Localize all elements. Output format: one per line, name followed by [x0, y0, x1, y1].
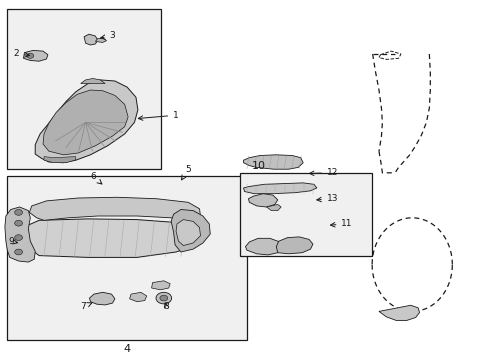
- Polygon shape: [276, 237, 312, 254]
- Text: 12: 12: [309, 168, 338, 177]
- Bar: [7, 9, 161, 169]
- Polygon shape: [43, 90, 128, 155]
- Circle shape: [15, 220, 22, 226]
- Polygon shape: [35, 80, 138, 163]
- Text: 4: 4: [123, 344, 130, 354]
- Circle shape: [15, 249, 22, 255]
- Polygon shape: [95, 39, 106, 42]
- Text: 6: 6: [90, 172, 102, 184]
- Polygon shape: [176, 220, 200, 246]
- Text: 2: 2: [13, 49, 29, 58]
- Polygon shape: [151, 281, 170, 290]
- Text: 1: 1: [138, 111, 179, 120]
- Text: 9: 9: [8, 237, 18, 246]
- Circle shape: [15, 210, 22, 215]
- Text: 11: 11: [330, 219, 352, 228]
- Polygon shape: [89, 292, 115, 305]
- Circle shape: [160, 295, 167, 301]
- Polygon shape: [266, 204, 281, 211]
- Polygon shape: [84, 34, 98, 45]
- Bar: [7, 176, 246, 340]
- Text: 5: 5: [181, 165, 191, 180]
- Text: 13: 13: [316, 194, 338, 203]
- Polygon shape: [44, 157, 76, 163]
- Polygon shape: [171, 210, 210, 252]
- Polygon shape: [129, 292, 146, 302]
- Polygon shape: [245, 238, 282, 255]
- Text: 7: 7: [80, 302, 92, 311]
- Polygon shape: [243, 183, 316, 194]
- Text: 3: 3: [101, 31, 115, 40]
- Polygon shape: [248, 194, 277, 207]
- Polygon shape: [29, 197, 200, 221]
- Bar: [239, 173, 371, 256]
- Polygon shape: [378, 305, 419, 320]
- Text: 10: 10: [252, 161, 265, 171]
- Circle shape: [156, 292, 171, 304]
- Polygon shape: [243, 155, 303, 169]
- Polygon shape: [23, 50, 48, 61]
- Circle shape: [27, 53, 34, 58]
- Polygon shape: [5, 207, 35, 262]
- Polygon shape: [81, 78, 105, 84]
- Polygon shape: [15, 219, 205, 257]
- Circle shape: [15, 235, 22, 240]
- Text: 8: 8: [163, 302, 169, 311]
